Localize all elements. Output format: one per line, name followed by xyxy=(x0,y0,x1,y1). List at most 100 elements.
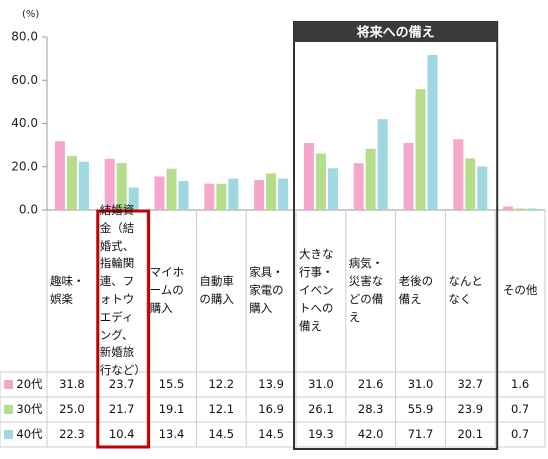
cell-text: 31.0 xyxy=(308,376,334,391)
cell-text: 71.7 xyxy=(407,426,434,441)
table-value: 13.9 xyxy=(246,372,296,397)
legend-item: 30代 xyxy=(0,397,47,422)
table-value: 32.7 xyxy=(445,372,495,397)
bar xyxy=(453,139,464,210)
cell-text: 大きな行事・イベントへの備え xyxy=(299,247,334,333)
cell-text: 19.1 xyxy=(158,401,185,416)
cell-text: 1.6 xyxy=(510,376,530,391)
legend-swatch xyxy=(4,405,14,414)
cell-text: 31.0 xyxy=(407,376,434,391)
bar xyxy=(154,176,165,210)
y-tick-label: 0.0 xyxy=(19,203,38,217)
cell-text: 病気・災害などの備え xyxy=(348,256,384,324)
cell-text: 42.0 xyxy=(357,426,384,441)
table-value: 12.1 xyxy=(196,397,246,422)
table-value: 13.4 xyxy=(147,422,197,447)
category-label: なんとなく xyxy=(445,210,495,372)
bar xyxy=(377,119,388,210)
cell-text: 結婚資金（結婚式、指輪関連、フォトウエディング、新婚旅行など） xyxy=(99,202,146,378)
table-value: 42.0 xyxy=(346,422,396,447)
cell-text: 23.9 xyxy=(457,401,484,416)
bar xyxy=(415,89,426,210)
annotation-header xyxy=(294,22,498,42)
legend-swatch xyxy=(4,430,14,439)
table-value: 21.6 xyxy=(346,372,396,397)
bar xyxy=(104,158,115,210)
cell-text: 16.9 xyxy=(258,401,284,416)
category-label: 大きな行事・イベントへの備え xyxy=(296,210,346,372)
bar xyxy=(204,183,215,210)
table-value: 20.1 xyxy=(445,422,495,447)
category-label: 自動車の購入 xyxy=(196,210,246,372)
unit-label: (%) xyxy=(22,9,39,20)
cell-text: なんとなく xyxy=(448,274,483,306)
bar xyxy=(477,166,488,210)
cell-text: 13.4 xyxy=(158,426,185,441)
table-value: 1.6 xyxy=(495,372,545,397)
table-value: 31.0 xyxy=(396,372,446,397)
bar xyxy=(515,208,526,210)
table-value: 16.9 xyxy=(246,397,296,422)
cell-text: 15.5 xyxy=(158,376,185,391)
bar xyxy=(427,54,438,211)
bar xyxy=(327,168,338,210)
table-value: 19.3 xyxy=(296,422,346,447)
legend-label: 30代 xyxy=(16,401,43,416)
cell-text: 19.3 xyxy=(308,426,334,441)
cell-text: 12.1 xyxy=(208,401,235,416)
category-label: 家具・家電の購入 xyxy=(246,210,296,372)
bar xyxy=(116,163,127,210)
bar xyxy=(254,179,265,210)
cell-text: マイホームの購入 xyxy=(149,265,185,315)
table-value: 12.2 xyxy=(196,372,246,397)
bar xyxy=(353,163,364,210)
annotation: 将来への備え xyxy=(357,25,435,41)
category-label: マイホームの購入 xyxy=(147,210,197,372)
table-value: 31.0 xyxy=(296,372,346,397)
bar xyxy=(66,155,77,210)
cell-text: 21.7 xyxy=(108,401,135,416)
bar xyxy=(178,181,189,210)
table-value: 10.4 xyxy=(97,422,147,447)
legend-item: 20代 xyxy=(0,372,47,397)
table-value: 14.5 xyxy=(246,422,296,447)
category-label: 結婚資金（結婚式、指輪関連、フォトウエディング、新婚旅行など） xyxy=(97,203,147,377)
cell-text: 32.7 xyxy=(457,376,484,391)
cell-text: 21.6 xyxy=(357,376,384,391)
bar xyxy=(266,173,277,210)
cell-text: 55.9 xyxy=(407,401,434,416)
bar xyxy=(128,187,139,210)
table-value: 25.0 xyxy=(47,397,97,422)
table-value: 21.7 xyxy=(97,397,147,422)
cell-text: 0.7 xyxy=(510,401,530,416)
category-label: その他 xyxy=(495,210,545,372)
bar xyxy=(315,153,326,210)
cell-text: 31.8 xyxy=(59,376,85,391)
table-value: 28.3 xyxy=(346,397,396,422)
cell-text: 22.3 xyxy=(59,426,85,441)
highlight-box xyxy=(96,209,151,449)
bar xyxy=(465,158,476,210)
cell-text: 26.1 xyxy=(308,401,334,416)
y-tick-label: 60.0 xyxy=(11,73,38,87)
cell-text: 趣味・娯楽 xyxy=(50,274,85,306)
bar xyxy=(78,161,89,210)
table-value: 15.5 xyxy=(147,372,197,397)
bar xyxy=(527,208,538,210)
bar xyxy=(166,168,177,210)
category-label: 病気・災害などの備え xyxy=(346,210,396,372)
cell-text: 23.7 xyxy=(108,376,135,391)
cell-text: その他 xyxy=(502,283,538,298)
cell-text: 14.5 xyxy=(258,426,284,441)
cell-text: 12.2 xyxy=(208,376,235,391)
cell-text: 25.0 xyxy=(59,401,85,416)
category-label: 老後の備え xyxy=(396,210,446,372)
table-value: 23.9 xyxy=(445,397,495,422)
bar xyxy=(503,206,514,210)
cell-text: 自動車の購入 xyxy=(199,274,234,306)
bar xyxy=(303,142,314,210)
cell-text: 0.7 xyxy=(510,426,530,441)
bar xyxy=(228,178,239,210)
y-tick-label: 80.0 xyxy=(11,30,38,44)
